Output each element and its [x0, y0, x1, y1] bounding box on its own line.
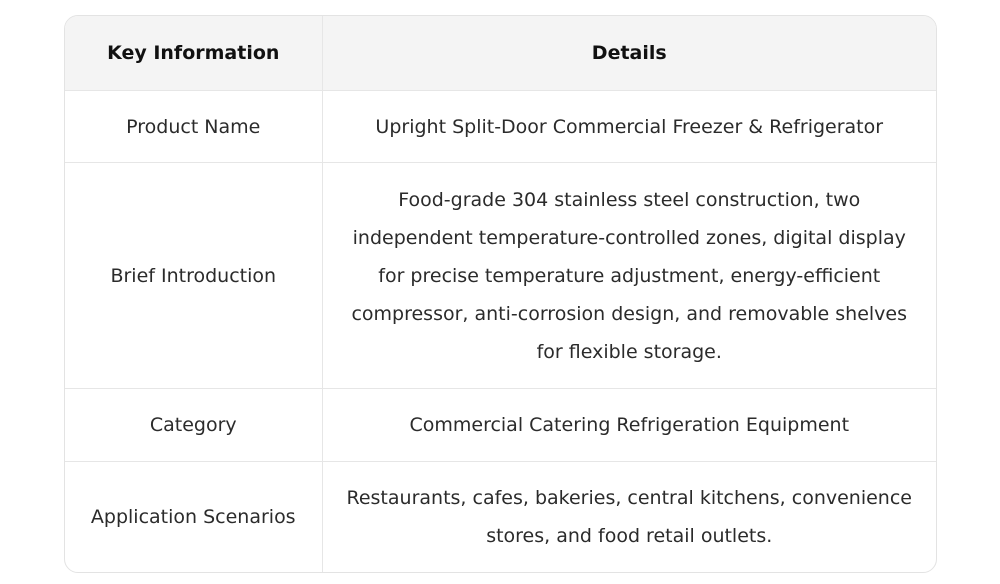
row-key: Application Scenarios — [65, 461, 323, 572]
table-row: Brief Introduction Food-grade 304 stainl… — [65, 162, 936, 389]
table-row: Category Commercial Catering Refrigerati… — [65, 388, 936, 462]
table-header-row: Key Information Details — [65, 16, 936, 91]
row-key: Category — [65, 388, 323, 462]
table-row: Application Scenarios Restaurants, cafes… — [65, 461, 936, 572]
row-key: Brief Introduction — [65, 162, 323, 389]
row-value: Food-grade 304 stainless steel construct… — [322, 162, 936, 389]
info-table: Key Information Details Product Name Upr… — [65, 16, 936, 572]
row-value: Upright Split-Door Commercial Freezer & … — [322, 90, 936, 163]
row-key: Product Name — [65, 90, 323, 163]
header-key-information: Key Information — [65, 16, 323, 91]
row-value: Restaurants, cafes, bakeries, central ki… — [346, 487, 912, 547]
info-table-container: Key Information Details Product Name Upr… — [64, 15, 937, 573]
header-details: Details — [322, 16, 936, 91]
table-row: Product Name Upright Split-Door Commerci… — [65, 90, 936, 163]
row-value: Commercial Catering Refrigeration Equipm… — [322, 388, 936, 462]
